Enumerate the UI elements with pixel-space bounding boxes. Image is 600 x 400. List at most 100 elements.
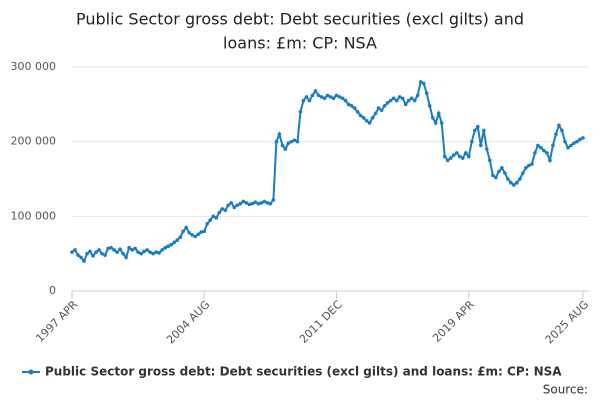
point [136, 250, 140, 254]
point [376, 106, 381, 110]
point [406, 98, 411, 103]
point [157, 251, 161, 255]
point [319, 95, 324, 99]
point [488, 158, 492, 163]
point [73, 248, 77, 252]
point [409, 96, 414, 101]
point [352, 106, 357, 110]
point [82, 259, 86, 263]
point [379, 108, 384, 113]
point [394, 98, 399, 103]
point [497, 169, 501, 174]
point [533, 151, 537, 155]
point [295, 139, 300, 144]
y-tick-label: 100 000 [11, 209, 57, 222]
point [142, 249, 146, 254]
point [430, 115, 435, 120]
chart-title: loans: £m: CP: NSA [223, 34, 377, 53]
point [172, 240, 176, 245]
point [457, 154, 462, 159]
source-label: Source: [543, 383, 588, 397]
point [121, 251, 125, 256]
point [349, 104, 354, 108]
point [355, 110, 360, 114]
point [509, 180, 513, 185]
point [76, 253, 80, 257]
point [530, 162, 534, 166]
point [247, 202, 252, 207]
point [166, 244, 170, 248]
point [292, 138, 297, 142]
point [310, 93, 315, 98]
point [545, 151, 549, 155]
point [400, 96, 405, 101]
point [463, 151, 468, 155]
point [548, 158, 552, 163]
point [214, 216, 219, 220]
point [445, 158, 450, 163]
x-tick-label: 2011 DEC [297, 298, 345, 346]
point [277, 132, 282, 136]
x-tick-label: 2004 AUG [164, 298, 213, 347]
point [175, 238, 180, 243]
point [286, 141, 291, 145]
point [226, 203, 231, 207]
point [190, 233, 195, 237]
point [563, 139, 567, 144]
point [503, 171, 507, 175]
point [331, 96, 336, 101]
y-tick-label: 200 000 [11, 135, 57, 148]
point [217, 210, 222, 215]
point [268, 201, 273, 206]
point [271, 198, 276, 202]
x-tick-label: 2019 APR [430, 298, 477, 345]
point [100, 251, 104, 256]
point [454, 151, 459, 155]
point [139, 251, 143, 256]
point [337, 95, 342, 99]
point [235, 203, 240, 207]
point [418, 80, 423, 84]
point [106, 246, 110, 251]
point [238, 201, 243, 206]
point [280, 143, 285, 148]
point [259, 201, 264, 205]
x-tick-label: 2025 AUG [543, 298, 592, 347]
point [205, 222, 210, 226]
point [88, 249, 92, 254]
point [325, 93, 330, 98]
point [328, 95, 333, 99]
point [424, 91, 429, 95]
point [527, 163, 531, 168]
point [124, 255, 128, 260]
point [304, 95, 309, 99]
point [148, 250, 152, 254]
point [479, 143, 483, 148]
point [283, 147, 288, 151]
point [199, 230, 204, 234]
point [448, 156, 453, 160]
y-tick-label: 0 [49, 284, 56, 297]
point [560, 128, 564, 133]
point [316, 93, 321, 98]
point [451, 153, 456, 157]
point [500, 166, 504, 170]
point [581, 136, 585, 140]
point [515, 180, 519, 185]
point [163, 245, 167, 250]
point [397, 95, 402, 99]
point [557, 123, 561, 128]
point [578, 137, 582, 142]
point [442, 154, 447, 159]
point [472, 128, 477, 133]
point [491, 173, 495, 178]
point [340, 96, 345, 101]
point [361, 115, 366, 120]
point [244, 201, 249, 205]
point [575, 139, 579, 144]
point [382, 104, 387, 108]
point [232, 205, 237, 210]
point [187, 230, 192, 235]
point [518, 177, 522, 181]
